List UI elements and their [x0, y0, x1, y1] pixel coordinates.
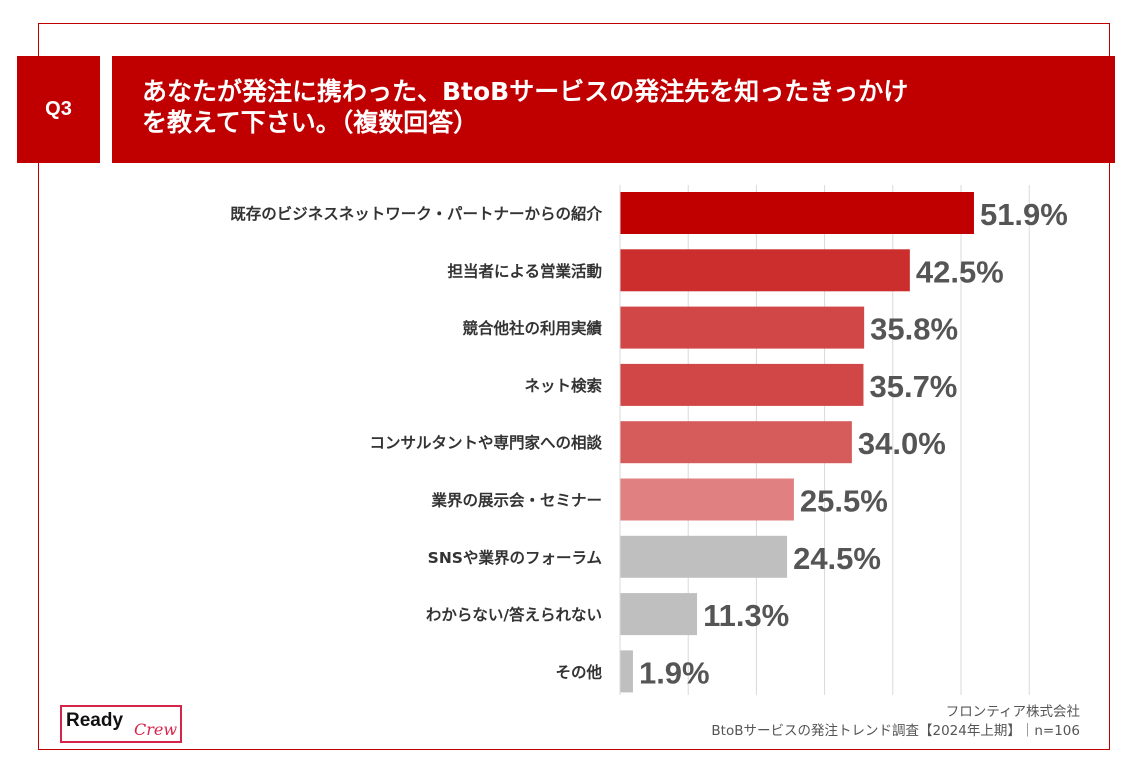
category-label: 業界の展示会・セミナー: [430, 491, 602, 510]
logo-text: Ready: [66, 710, 124, 731]
question-title-line2: を教えて下さい。（複数回答）: [142, 108, 479, 137]
logo-script-text: Crew: [134, 720, 178, 739]
readycrew-logo: Ready Crew: [60, 705, 182, 743]
bar: [620, 192, 974, 234]
bar: [620, 363, 864, 406]
value-label: 35.8%: [870, 312, 958, 347]
value-label: 51.9%: [980, 197, 1068, 232]
bar: [620, 650, 633, 693]
value-label: 1.9%: [639, 655, 710, 690]
category-label: ネット検索: [524, 376, 602, 395]
category-label: 担当者による営業活動: [447, 261, 602, 280]
card-frame: [38, 23, 1110, 750]
category-label: SNSや業界のフォーラム: [428, 548, 602, 567]
value-label: 42.5%: [916, 254, 1004, 289]
bar: [620, 478, 794, 521]
bar: [620, 421, 852, 464]
category-label: 既存のビジネスネットワーク・パートナーからの紹介: [230, 204, 602, 223]
question-number-badge: Q3: [17, 56, 100, 163]
source-survey: BtoBサービスの発注トレンド調査【2024年上期】｜n=106: [711, 723, 1080, 739]
question-number: Q3: [45, 98, 72, 120]
category-label: その他: [555, 662, 602, 681]
value-label: 11.3%: [703, 598, 789, 633]
value-label: 34.0%: [858, 426, 946, 461]
question-title-line1: あなたが発注に携わった、BtoBサービスの発注先を知ったきっかけ: [142, 77, 909, 106]
category-label: コンサルタントや専門家への相談: [369, 433, 602, 452]
value-label: 25.5%: [800, 484, 888, 519]
category-label: 競合他社の利用実績: [462, 319, 602, 338]
bar: [620, 593, 698, 636]
bar: [620, 306, 865, 349]
value-label: 35.7%: [869, 369, 957, 404]
bar: [620, 249, 910, 292]
source-company: フロンティア株式会社: [945, 704, 1080, 720]
bar: [620, 535, 788, 578]
value-label: 24.5%: [793, 541, 881, 576]
question-title-banner: あなたが発注に携わった、BtoBサービスの発注先を知ったきっかけ を教えて下さい…: [112, 56, 1115, 163]
category-label: わからない/答えられない: [426, 605, 602, 624]
